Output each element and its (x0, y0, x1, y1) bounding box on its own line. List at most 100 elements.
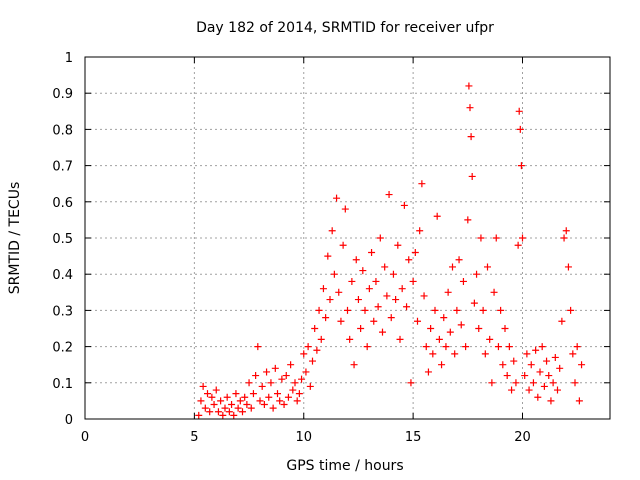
data-point (254, 343, 262, 351)
data-point (284, 393, 292, 401)
data-point (515, 107, 523, 115)
data-point (276, 397, 284, 405)
y-tick-label: 0.4 (52, 268, 73, 283)
data-point (269, 404, 277, 412)
data-point (256, 397, 264, 405)
data-point (501, 325, 509, 332)
data-point (508, 386, 516, 394)
data-point (490, 288, 498, 296)
data-point (459, 277, 467, 285)
data-point (221, 404, 229, 412)
data-point (449, 263, 456, 271)
data-point (271, 364, 279, 372)
data-point (564, 263, 572, 271)
data-point (556, 364, 564, 372)
data-point (517, 162, 525, 170)
data-point (429, 350, 437, 358)
data-point (348, 277, 356, 285)
data-point (199, 382, 207, 390)
data-point (394, 241, 402, 249)
data-point (551, 353, 559, 361)
data-point (376, 234, 384, 242)
data-point (328, 227, 336, 235)
data-point (326, 296, 334, 304)
data-point (468, 172, 476, 180)
data-point (208, 393, 216, 401)
data-point (243, 401, 251, 409)
data-point (330, 270, 338, 278)
data-point (532, 346, 540, 354)
data-point (206, 408, 214, 416)
data-point (346, 335, 354, 343)
data-point (381, 263, 389, 271)
data-point (516, 125, 524, 133)
data-point (398, 285, 406, 293)
y-axis-label: SRMTID / TECUs (7, 182, 23, 295)
data-point (278, 375, 286, 383)
data-point (379, 328, 386, 336)
data-point (354, 296, 362, 304)
data-point (361, 306, 369, 314)
data-point (492, 234, 500, 242)
data-point (470, 299, 478, 307)
y-tick-label: 0 (65, 413, 73, 428)
data-point (567, 306, 575, 314)
data-point (547, 397, 555, 405)
data-point (431, 306, 439, 314)
data-point (571, 379, 579, 387)
data-point (569, 350, 577, 358)
data-point (258, 382, 266, 390)
data-point (298, 375, 306, 383)
y-tick-label: 0.6 (52, 196, 73, 211)
data-point (339, 241, 347, 249)
data-point (260, 401, 268, 409)
data-point (295, 390, 303, 398)
x-axis-label: GPS time / hours (286, 458, 403, 474)
data-point (219, 411, 227, 419)
data-point (477, 234, 485, 242)
data-point (234, 404, 242, 412)
data-point (462, 343, 470, 351)
data-point (405, 256, 413, 264)
data-point (543, 357, 551, 365)
data-point (420, 292, 428, 300)
y-tick-label: 0.1 (52, 377, 73, 392)
data-point (510, 357, 518, 365)
data-point (505, 343, 513, 351)
y-tick-label: 0.8 (52, 123, 73, 138)
data-point (223, 393, 231, 401)
data-points (195, 82, 586, 419)
data-point (304, 343, 312, 351)
data-point (503, 372, 511, 380)
axis-ticks: 00.10.20.30.40.50.60.70.80.910 5 10 15 20 (52, 51, 610, 445)
data-point (403, 303, 411, 311)
data-point (230, 411, 238, 419)
data-point (197, 397, 205, 405)
data-point (534, 393, 542, 401)
data-point (538, 343, 546, 351)
data-point (372, 277, 380, 285)
data-point (444, 288, 452, 296)
data-point (560, 234, 568, 242)
data-point (558, 317, 566, 325)
data-point (433, 212, 441, 220)
data-point (525, 386, 533, 394)
data-point (392, 296, 400, 304)
data-point (217, 397, 225, 405)
x-tick-label: 15 (405, 430, 422, 445)
data-point (383, 292, 391, 300)
data-point (400, 201, 408, 209)
data-point (241, 393, 249, 401)
data-point (416, 227, 424, 235)
data-point (313, 346, 321, 354)
data-point (446, 328, 454, 336)
data-point (225, 408, 233, 416)
data-point (315, 306, 323, 314)
data-point (540, 382, 548, 390)
data-point (464, 216, 472, 224)
data-point (368, 248, 376, 256)
y-tick-label: 0.3 (52, 304, 73, 319)
y-tick-label: 0.2 (52, 341, 73, 356)
data-point (210, 401, 218, 409)
